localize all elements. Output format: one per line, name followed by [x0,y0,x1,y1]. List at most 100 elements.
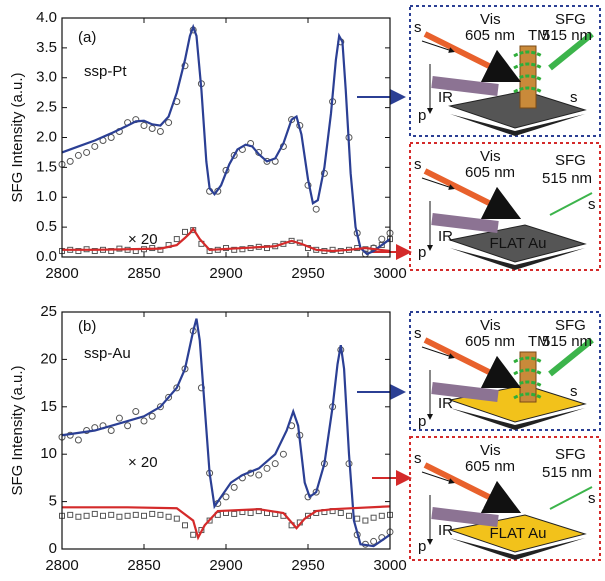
sample-label: ssp-Au [84,345,131,362]
data-square [247,509,254,516]
data-square [100,512,106,519]
substrate [448,90,587,129]
data-circle [91,142,99,150]
label-vis-wavelength: 605 nm [465,458,515,475]
scale-label: × 20 [128,231,158,248]
data-circle [74,151,82,159]
data-square [108,511,115,518]
substrate [448,224,587,263]
x-tick-label: 2800 [45,557,78,574]
label-p: p [418,107,426,124]
sample-label: ssp-Pt [84,63,127,80]
pol-axis [421,40,455,53]
y-tick-label: 1.5 [36,158,57,175]
x-tick-label: 2950 [291,557,324,574]
label-sfg-wavelength: 515 nm [542,170,592,187]
ir-beam [431,213,499,233]
schematic-frame [409,311,601,431]
x-tick-label: 2950 [291,265,324,282]
y-tick-label: 3.5 [36,39,57,56]
y-tick-label: 0.5 [36,218,57,235]
data-square [370,514,377,521]
y-tick-label: 2.0 [36,128,57,145]
data-square [362,517,369,524]
data-circle [156,403,164,411]
label-s: s [414,19,422,36]
data-square [231,510,238,517]
data-circle [263,464,271,472]
plot-frame [61,17,391,258]
label-sfg-wavelength: 515 nm [542,464,592,481]
data-square [124,512,131,519]
helix [513,356,543,400]
x-tick-label: 2900 [209,265,242,282]
data-circle [132,408,140,416]
data-circle [140,122,148,130]
data-square [75,248,82,255]
y-tick-label: 0 [49,540,57,557]
data-square [378,512,385,519]
data-circle [165,119,173,127]
data-square [182,522,188,529]
x-tick-label: 3000 [373,265,406,282]
data-circle [148,412,156,420]
data-square [190,531,197,538]
fit-line [61,23,391,256]
y-tick-label: 15 [40,398,57,415]
label-sfg-wavelength: 515 nm [542,333,592,350]
data-square [157,511,164,518]
vis-beam [423,168,522,220]
data-square [173,515,180,522]
x-tick-label: 2850 [127,265,160,282]
label-surface: FLAT Au [490,235,547,252]
data-square [141,512,147,519]
data-square [346,512,352,519]
y-tick-label: 4.0 [36,9,57,26]
pol-axis [421,471,455,484]
label-s: s [588,490,596,507]
label-sfg: SFG [555,446,586,463]
data-square [75,513,82,520]
data-circle [312,205,320,213]
data-circle [255,471,263,479]
data-circle [173,384,181,392]
label-p: p [418,538,426,555]
data-square [91,248,98,255]
data-circle [197,384,205,392]
data-square [354,515,361,522]
data-square [173,236,180,243]
label-s: s [588,196,596,213]
x-tick-label: 2900 [209,557,242,574]
substrate-side [450,538,585,560]
label-p: p [418,244,426,261]
data-square [231,246,238,253]
label-p: p [418,413,426,430]
label-ir: IR [438,89,453,106]
label-vis-wavelength: 605 nm [465,333,515,350]
data-square [157,246,164,253]
label-vis-wavelength: 605 nm [465,164,515,181]
label-vis: Vis [480,442,501,459]
label-vis: Vis [480,317,501,334]
label-s: s [414,156,422,173]
data-circle [140,417,148,425]
y-tick-label: 25 [40,303,57,320]
pol-axis [421,346,455,359]
data-circle [115,414,123,422]
vis-beam [423,462,522,514]
vis-beam [423,31,522,83]
ir-beam [431,76,499,96]
panel-label: (b) [78,318,96,335]
substrate-side [450,408,585,430]
label-tm: TM [528,27,550,44]
pol-axis [421,177,455,190]
schematic-frame [409,5,601,137]
x-tick-label: 3000 [373,557,406,574]
label-sfg: SFG [555,317,586,334]
data-square [337,509,344,516]
data-square [264,245,270,252]
data-circle [74,436,82,444]
data-square [378,242,385,249]
